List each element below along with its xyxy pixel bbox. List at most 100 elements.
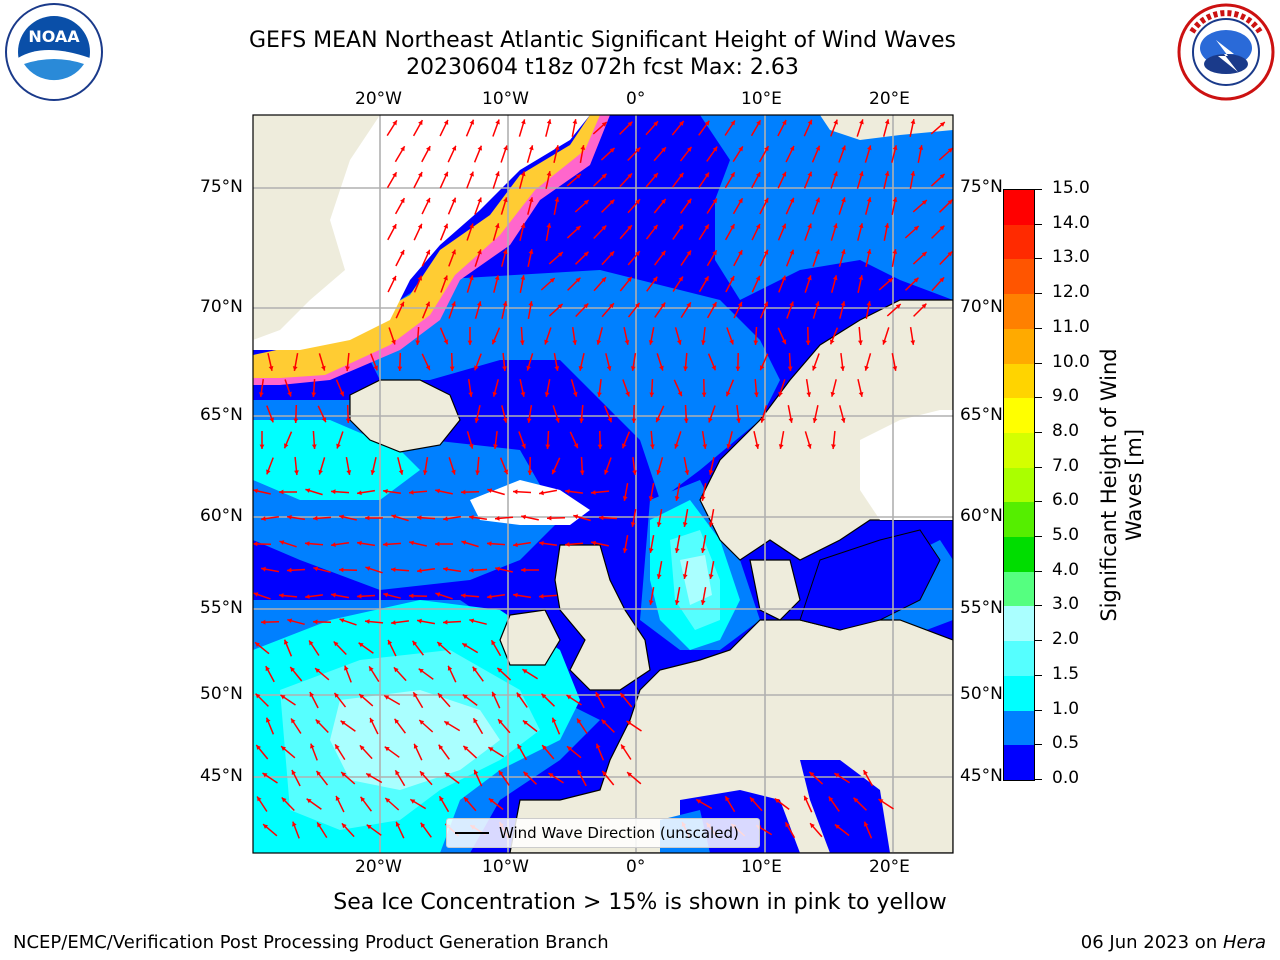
- wind-wave-arrowhead: [474, 418, 480, 423]
- nws-logo: [1176, 2, 1276, 102]
- wind-wave-arrowhead: [755, 223, 761, 229]
- map-frame: [252, 114, 954, 854]
- wind-wave-arrowhead: [557, 252, 563, 257]
- colorbar-segment: [1004, 294, 1034, 329]
- wind-wave-arrowhead: [417, 568, 422, 573]
- wind-wave-arrowhead: [730, 172, 735, 178]
- lon-label-bottom-20e: 20°E: [869, 857, 910, 877]
- wind-wave-arrowhead: [383, 489, 388, 494]
- wind-wave-arrowhead: [469, 275, 474, 281]
- wind-wave-arrowhead: [365, 515, 370, 521]
- wind-wave-arrowhead: [306, 798, 312, 804]
- wind-wave-arrowhead: [575, 174, 581, 179]
- wind-wave-arrowhead: [577, 718, 582, 724]
- wind-wave-arrowhead: [573, 391, 578, 397]
- colorbar-tick-mark: [1034, 258, 1042, 260]
- wind-wave-arrowhead: [443, 619, 448, 625]
- wind-wave-arrowhead: [678, 276, 683, 282]
- wind-wave-arrowhead: [469, 443, 474, 449]
- wind-wave-arrowhead: [704, 172, 709, 178]
- wind-wave-arrowhead: [704, 224, 709, 230]
- denmark-land: [749, 559, 801, 621]
- sea-ice-edge-yellow: [253, 115, 600, 378]
- wind-wave-arrowhead: [583, 251, 589, 257]
- wind-wave-arrowhead: [764, 198, 769, 203]
- wind-wave-arrowhead: [730, 224, 735, 230]
- wind-wave-arrowhead: [345, 366, 350, 371]
- wind-wave-arrowhead: [655, 417, 661, 423]
- wind-wave-arrowhead: [472, 666, 478, 672]
- colorbar-tick-label: 0.5: [1052, 733, 1080, 754]
- colorbar-segment: [1004, 675, 1034, 711]
- colorbar-segment: [1004, 328, 1034, 364]
- wind-wave-arrowhead: [736, 418, 741, 423]
- wind-wave-arrowhead: [815, 197, 820, 203]
- wind-wave-arrowhead: [725, 796, 730, 802]
- wind-wave-arrowhead: [528, 249, 534, 254]
- wind-wave-arrowhead: [487, 488, 493, 493]
- wind-wave-arrowhead: [696, 799, 702, 804]
- colorbar-tick-label: 1.5: [1052, 663, 1080, 684]
- colorbar-tick-label: 4.0: [1052, 559, 1080, 580]
- wind-wave-arrowhead: [384, 695, 390, 700]
- wind-wave-arrowhead: [660, 250, 666, 256]
- wind-wave-arrowhead: [469, 171, 474, 177]
- great-britain-land: [554, 544, 651, 691]
- wind-wave-arrowhead: [502, 417, 508, 423]
- colorbar-tick-label: 2.0: [1052, 629, 1080, 650]
- wind-wave-arrowhead: [391, 514, 397, 519]
- colorbar-tick-mark: [1034, 362, 1042, 364]
- wind-wave-arrowhead: [878, 799, 884, 804]
- wind-wave-arrowhead: [521, 567, 526, 573]
- wind-wave-arrowhead: [425, 301, 430, 307]
- wind-wave-arrowhead: [409, 540, 414, 546]
- wind-wave-arrowhead: [444, 721, 450, 726]
- wind-wave-arrowhead: [383, 592, 389, 598]
- wind-wave-arrowhead: [495, 119, 500, 125]
- wind-wave-arrowhead: [366, 824, 372, 830]
- wind-wave-arrowhead: [609, 303, 614, 309]
- wind-wave-arrowhead: [575, 225, 581, 231]
- wind-wave-arrowhead: [520, 392, 526, 397]
- wind-wave-arrowhead: [294, 470, 299, 475]
- wind-wave-arrowhead: [261, 516, 266, 521]
- wind-wave-arrowhead: [832, 275, 838, 281]
- wind-wave-arrowhead: [520, 171, 526, 177]
- wind-wave-arrowhead: [738, 198, 743, 204]
- wind-wave-arrowhead: [502, 366, 507, 371]
- wind-wave-arrowhead: [417, 515, 422, 521]
- lat-label-left-55n: 55°N: [200, 598, 243, 618]
- wind-wave-arrowhead: [516, 692, 522, 698]
- wind-wave-arrowhead: [291, 770, 296, 775]
- wind-wave-arrowhead: [708, 417, 713, 423]
- wind-wave-arrowhead: [545, 444, 551, 449]
- colorbar-segment: [1004, 398, 1034, 433]
- wind-wave-arrowhead: [438, 693, 443, 699]
- wind-wave-arrowhead: [621, 744, 626, 750]
- wind-wave-arrowhead: [815, 301, 820, 307]
- colorbar-label-line1: Significant Height of Wind: [1097, 348, 1121, 622]
- wind-wave-arrowhead: [279, 489, 284, 495]
- wind-wave-arrowhead: [339, 514, 344, 520]
- wind-wave-arrowhead: [656, 522, 662, 527]
- wind-wave-arrowhead: [738, 146, 743, 152]
- wind-wave-arrowhead: [339, 391, 344, 397]
- wind-wave-arrowhead: [730, 276, 735, 281]
- colorbar-tick-mark: [1034, 293, 1042, 295]
- wind-wave-arrowhead: [635, 199, 640, 205]
- wind-wave-arrowhead: [892, 197, 898, 202]
- colorbar-tick-mark: [1034, 640, 1042, 642]
- wind-wave-arrowhead: [522, 720, 528, 725]
- wind-wave-arrowhead: [255, 693, 261, 699]
- wind-wave-arrowhead: [834, 824, 840, 829]
- wind-wave-arrowhead: [580, 145, 586, 150]
- wind-wave-arrowhead: [674, 548, 680, 553]
- wind-wave-arrowhead: [754, 444, 760, 449]
- wind-wave-arrowhead: [789, 249, 794, 255]
- wind-wave-arrowhead: [425, 249, 431, 255]
- wind-wave-arrowhead: [700, 496, 706, 501]
- wind-wave-arrowhead: [425, 197, 431, 203]
- wind-wave-arrowhead: [882, 339, 887, 345]
- wind-wave-arrowhead: [833, 171, 838, 177]
- wind-wave-arrowhead: [321, 365, 326, 371]
